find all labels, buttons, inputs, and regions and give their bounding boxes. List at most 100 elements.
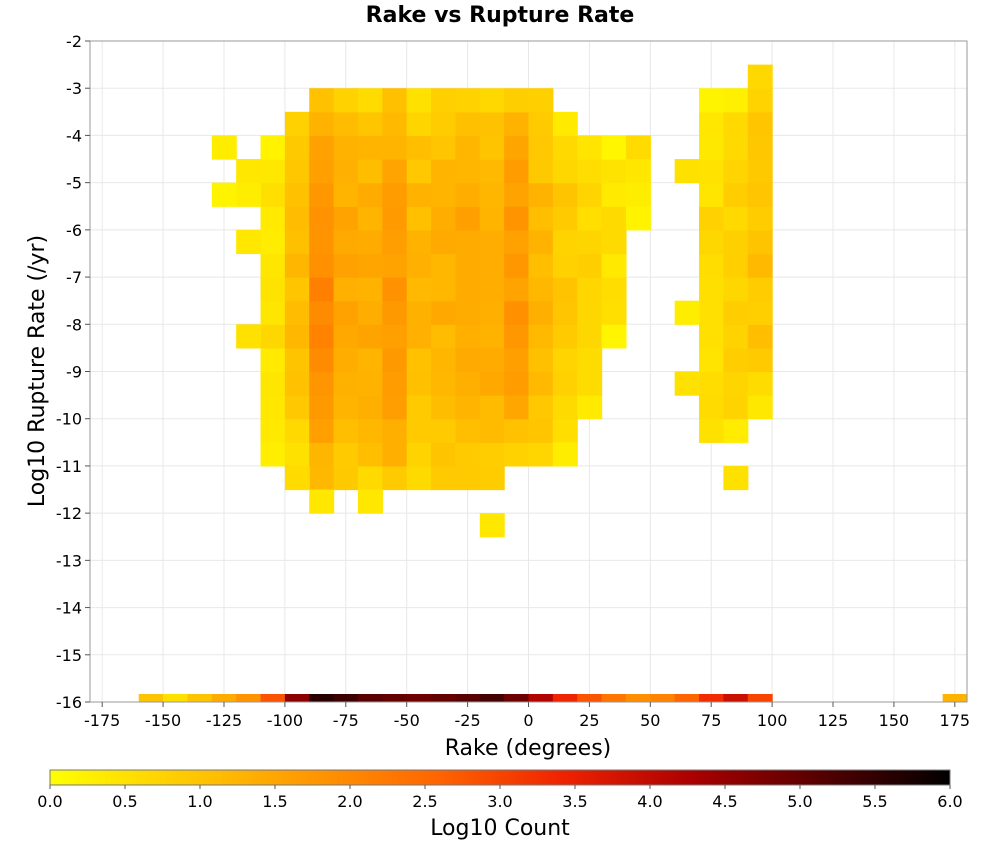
x-tick-label: 175 bbox=[940, 711, 971, 730]
heatmap-cell bbox=[260, 206, 286, 231]
heatmap-cell bbox=[699, 253, 724, 278]
heatmap-cell bbox=[455, 206, 481, 231]
heatmap-cell bbox=[699, 135, 724, 160]
heatmap-cell bbox=[406, 253, 432, 278]
heatmap-cell bbox=[431, 182, 457, 207]
heatmap-cell bbox=[552, 418, 578, 443]
heatmap-cell bbox=[504, 694, 530, 702]
heatmap-cell bbox=[504, 135, 530, 160]
heatmap-cell bbox=[601, 229, 627, 255]
heatmap-cell bbox=[431, 300, 457, 325]
heatmap-cell bbox=[309, 206, 335, 231]
heatmap-cell bbox=[723, 182, 749, 207]
heatmap-cell bbox=[552, 694, 578, 702]
heatmap-cell bbox=[528, 229, 554, 255]
heatmap-cell bbox=[747, 111, 773, 137]
heatmap-cell bbox=[333, 694, 359, 702]
heatmap-cell bbox=[504, 111, 530, 137]
heatmap-cell bbox=[431, 253, 457, 278]
colorbar-tick-label: 0.0 bbox=[37, 792, 62, 811]
heatmap-cell bbox=[479, 371, 505, 396]
colorbar-tick-label: 6.0 bbox=[937, 792, 962, 811]
heatmap-cell bbox=[699, 277, 724, 302]
heatmap-cell bbox=[747, 253, 773, 278]
heatmap-cell bbox=[723, 88, 749, 113]
heatmap-cell bbox=[577, 694, 603, 702]
heatmap-cell bbox=[406, 206, 432, 231]
heatmap-cell bbox=[747, 371, 773, 396]
heatmap-cell bbox=[333, 88, 359, 113]
heatmap-cell bbox=[723, 253, 749, 278]
heatmap-cell bbox=[747, 88, 773, 113]
heatmap-cell bbox=[309, 418, 335, 443]
heatmap-cell bbox=[357, 324, 383, 349]
heatmap-cell bbox=[382, 111, 408, 137]
x-axis-label: Rake (degrees) bbox=[445, 736, 612, 761]
heatmap-cell bbox=[211, 182, 237, 207]
heatmap-cell bbox=[528, 442, 554, 467]
heatmap-cell bbox=[479, 206, 505, 231]
heatmap-cell bbox=[479, 465, 505, 491]
heatmap-cell bbox=[479, 277, 505, 302]
heatmap-cell bbox=[455, 182, 481, 207]
heatmap-cell bbox=[504, 371, 530, 396]
heatmap-cell bbox=[455, 88, 481, 113]
heatmap-cell bbox=[552, 182, 578, 207]
heatmap-cell bbox=[163, 694, 189, 702]
heatmap-cell bbox=[455, 229, 481, 255]
heatmap-cell bbox=[357, 253, 383, 278]
heatmap-cell bbox=[357, 694, 383, 702]
heatmap-cell bbox=[431, 324, 457, 349]
heatmap-cell bbox=[479, 513, 505, 538]
heatmap-cell bbox=[455, 253, 481, 278]
heatmap-cell bbox=[552, 253, 578, 278]
heatmap-cell bbox=[479, 694, 505, 702]
heatmap-cell bbox=[382, 418, 408, 443]
heatmap-cell bbox=[333, 442, 359, 467]
heatmap-cell bbox=[528, 88, 554, 113]
heatmap-cell bbox=[357, 395, 383, 420]
heatmap-cell bbox=[431, 206, 457, 231]
heatmap-cell bbox=[357, 418, 383, 443]
heatmap-cell bbox=[504, 277, 530, 302]
heatmap-cell bbox=[284, 253, 310, 278]
heatmap-cell bbox=[552, 159, 578, 184]
heatmap-cell bbox=[747, 229, 773, 255]
heatmap-cell bbox=[723, 300, 749, 325]
heatmap-cell bbox=[625, 135, 651, 160]
heatmap-cell bbox=[552, 371, 578, 396]
heatmap-cell bbox=[357, 442, 383, 467]
heatmap-cell bbox=[455, 442, 481, 467]
heatmap-cell bbox=[284, 135, 310, 160]
heatmap-cell bbox=[333, 229, 359, 255]
heatmap-cell bbox=[382, 159, 408, 184]
heatmap-cell bbox=[406, 418, 432, 443]
heatmap-cell bbox=[406, 88, 432, 113]
heatmap-cell bbox=[406, 347, 432, 373]
heatmap-cell bbox=[747, 395, 773, 420]
heatmap-cell bbox=[309, 489, 335, 514]
heatmap-cell bbox=[504, 206, 530, 231]
heatmap-cell bbox=[211, 135, 237, 160]
x-tick-label: -75 bbox=[333, 711, 359, 730]
y-tick-label: -15 bbox=[56, 646, 82, 665]
heatmap-cell bbox=[625, 182, 651, 207]
heatmap-cell bbox=[552, 347, 578, 373]
heatmap-cell bbox=[309, 324, 335, 349]
heatmap-cell bbox=[528, 159, 554, 184]
y-axis-label: Log10 Rupture Rate (/yr) bbox=[25, 235, 50, 507]
heatmap-cell bbox=[577, 182, 603, 207]
heatmap-cell bbox=[455, 111, 481, 137]
heatmap-cell bbox=[357, 111, 383, 137]
heatmap-cell bbox=[431, 135, 457, 160]
heatmap-cell bbox=[747, 324, 773, 349]
heatmap-cell bbox=[723, 324, 749, 349]
heatmap-cell bbox=[747, 694, 773, 702]
heatmap-cell bbox=[747, 182, 773, 207]
heatmap-cell bbox=[747, 159, 773, 184]
heatmap-cell bbox=[211, 694, 237, 702]
heatmap-cell bbox=[528, 253, 554, 278]
y-tick-label: -13 bbox=[56, 551, 82, 570]
heatmap-cell bbox=[284, 159, 310, 184]
heatmap-cell bbox=[552, 111, 578, 137]
